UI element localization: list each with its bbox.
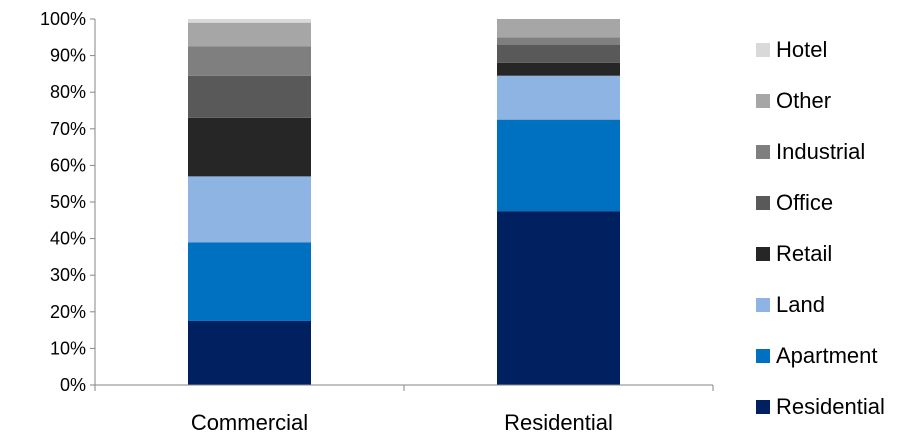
legend-swatch [756,297,770,312]
bar-segment-residential-residential [497,211,620,385]
legend-label: Hotel [776,36,828,62]
legend-item-hotel: Hotel [756,24,914,75]
legend-label: Office [776,189,834,215]
y-tick-label: 10% [50,338,86,358]
y-tick-label: 100% [40,9,86,29]
legend-item-industrial: Industrial [756,126,914,177]
y-tick-label: 30% [50,265,86,285]
bar-segment-commercial-land [188,176,311,243]
bar-segment-residential-apartment [497,119,620,212]
y-tick-label: 60% [50,155,86,175]
bar-segment-residential-other [497,19,620,38]
bar-segment-commercial-residential [188,320,311,385]
legend-swatch [756,348,770,363]
legend-item-residential: Residential [756,381,914,432]
y-tick-label: 0% [60,375,86,395]
legend-label: Retail [776,240,833,266]
y-tick-label: 50% [50,192,86,212]
bar-segment-residential-retail [497,62,620,76]
bar-segment-commercial-office [188,75,311,118]
bar-segment-residential-office [497,44,620,63]
legend-label: Other [776,87,832,113]
legend-swatch [756,144,770,159]
chart-legend: Hotel Other Industrial Office Retail Land Apar… [756,24,914,432]
legend-swatch [756,93,770,108]
x-axis-ticks [94,385,714,391]
bar-segment-commercial-industrial [188,46,311,76]
x-category-label: Commercial [191,410,308,435]
legend-item-land: Land [756,279,914,330]
bar-segment-commercial-hotel [188,19,311,23]
legend-swatch [756,399,770,414]
legend-label: Industrial [776,138,866,164]
y-tick-label: 20% [50,302,86,322]
y-tick-label: 40% [50,229,86,249]
legend-label: Land [776,291,825,317]
bar-segment-commercial-retail [188,117,311,177]
y-tick-label: 90% [50,46,86,66]
legend-swatch [756,246,770,261]
y-axis-ticks: 0% 10% 20% 30% 40% 50% 60% 70% 80% 90% 100% [40,9,95,395]
legend-label: Apartment [776,342,878,368]
bar-segment-residential-industrial [497,37,620,45]
y-tick-label: 70% [50,119,86,139]
legend-label: Residential [776,393,885,419]
bar-segment-residential-land [497,75,620,120]
legend-item-other: Other [756,75,914,126]
legend-swatch [756,42,770,57]
bar-segment-commercial-apartment [188,242,311,321]
legend-swatch [756,195,770,210]
legend-item-retail: Retail [756,228,914,279]
bar-segment-commercial-other [188,22,311,47]
y-tick-label: 80% [50,82,86,102]
legend-item-apartment: Apartment [756,330,914,381]
x-axis-labels: Commercial Residential [191,410,613,435]
legend-item-office: Office [756,177,914,228]
chart-bars [188,19,620,385]
x-category-label: Residential [504,410,613,435]
